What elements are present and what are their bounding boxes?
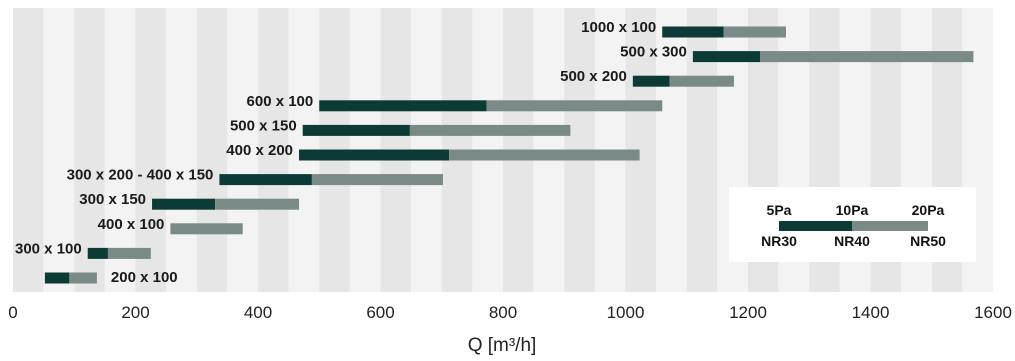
category-label: 300 x 100 bbox=[15, 240, 82, 257]
x-tick-label: 0 bbox=[8, 303, 17, 322]
category-label: 500 x 300 bbox=[620, 44, 687, 61]
category-label: 300 x 200 - 400 x 150 bbox=[67, 167, 214, 184]
x-axis-ticks: 0 200 400 600 800 1000 1200 1400 1600 bbox=[8, 303, 1012, 322]
background-band bbox=[135, 8, 167, 292]
bar-low-segment bbox=[692, 51, 761, 63]
bar-group: 300 x 100 bbox=[15, 240, 151, 259]
x-tick-label: 1200 bbox=[729, 303, 767, 322]
bar-group: 400 x 100 bbox=[98, 216, 243, 235]
legend-noise-label: NR50 bbox=[910, 233, 946, 249]
legend-pressure-label: 5Pa bbox=[767, 202, 792, 218]
category-label: 300 x 150 bbox=[79, 191, 146, 208]
background-band bbox=[166, 8, 197, 292]
legend-pressure-label: 10Pa bbox=[836, 202, 869, 218]
bar-group: 400 x 200 bbox=[226, 142, 640, 161]
category-label: 400 x 200 bbox=[226, 142, 293, 159]
x-tick-label: 400 bbox=[244, 303, 272, 322]
bar-group: 200 x 100 bbox=[44, 269, 178, 286]
background-band bbox=[13, 8, 44, 292]
x-axis-title: Q [m³/h] bbox=[468, 335, 537, 356]
legend-pressure-label: 20Pa bbox=[912, 202, 945, 218]
bar-low-segment bbox=[319, 100, 487, 112]
x-tick-label: 1600 bbox=[974, 303, 1012, 322]
background-band bbox=[656, 8, 687, 292]
bar-high-segment bbox=[669, 75, 734, 87]
range-bars: 1000 x 100 500 x 300 500 x 200 600 x 100 500… bbox=[15, 19, 974, 286]
background-band bbox=[258, 8, 289, 292]
category-label: 400 x 100 bbox=[98, 216, 165, 233]
category-label: 1000 x 100 bbox=[581, 19, 656, 36]
category-label: 500 x 200 bbox=[560, 68, 627, 85]
x-tick-label: 800 bbox=[489, 303, 517, 322]
bar-group: 600 x 100 bbox=[247, 93, 663, 112]
background-band bbox=[196, 8, 228, 292]
bar-high-segment bbox=[760, 51, 974, 63]
legend-swatch-low bbox=[779, 221, 852, 231]
bar-low-segment bbox=[44, 272, 70, 284]
bar-high-segment bbox=[69, 272, 97, 284]
x-tick-label: 1400 bbox=[852, 303, 890, 322]
bar-group: 500 x 200 bbox=[560, 68, 734, 87]
bar-high-segment bbox=[409, 124, 571, 136]
bar-high-segment bbox=[170, 223, 243, 235]
bar-group: 500 x 300 bbox=[620, 44, 974, 63]
bar-high-segment bbox=[486, 100, 663, 112]
legend-noise-label: NR40 bbox=[834, 233, 870, 249]
bar-high-segment bbox=[449, 149, 640, 161]
bar-low-segment bbox=[87, 247, 108, 259]
background-band bbox=[104, 8, 136, 292]
bar-high-segment bbox=[723, 26, 786, 38]
category-label: 200 x 100 bbox=[111, 269, 178, 286]
legend: 5Pa 10Pa 20Pa NR30 NR40 NR50 bbox=[729, 187, 976, 262]
background-band bbox=[43, 8, 75, 292]
bar-group: 500 x 150 bbox=[230, 117, 571, 136]
background-bands bbox=[13, 8, 993, 292]
bar-group: 300 x 150 bbox=[79, 191, 300, 210]
bar-high-segment bbox=[311, 174, 443, 186]
bar-group: 1000 x 100 bbox=[581, 19, 786, 38]
bar-low-segment bbox=[662, 26, 724, 38]
legend-swatch-high bbox=[852, 221, 928, 231]
x-tick-label: 1000 bbox=[607, 303, 645, 322]
x-tick-label: 600 bbox=[366, 303, 394, 322]
category-label: 600 x 100 bbox=[247, 93, 314, 110]
background-band bbox=[686, 8, 718, 292]
x-tick-label: 200 bbox=[121, 303, 149, 322]
background-band bbox=[74, 8, 105, 292]
bar-low-segment bbox=[219, 174, 312, 186]
bar-low-segment bbox=[632, 75, 670, 87]
bar-high-segment bbox=[107, 247, 151, 259]
legend-noise-label: NR30 bbox=[761, 233, 797, 249]
bar-group: 300 x 200 - 400 x 150 bbox=[67, 167, 443, 186]
background-band bbox=[227, 8, 258, 292]
bar-low-segment bbox=[299, 149, 450, 161]
bar-low-segment bbox=[302, 124, 410, 136]
bar-high-segment bbox=[215, 198, 300, 210]
bar-low-segment bbox=[152, 198, 216, 210]
category-label: 500 x 150 bbox=[230, 117, 297, 134]
